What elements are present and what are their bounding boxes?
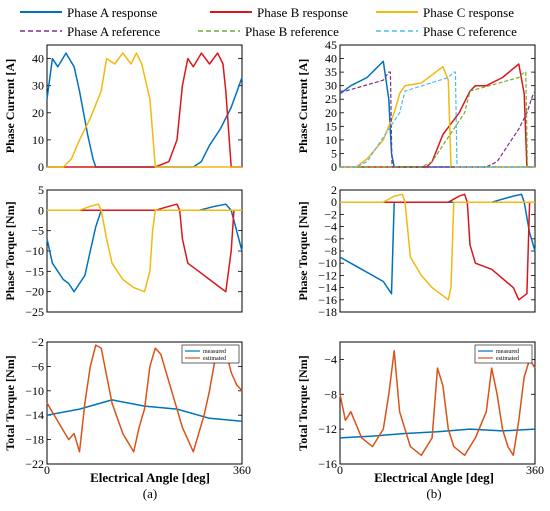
y-tick-label: 30 (32, 79, 44, 93)
y-tick-label: −20 (25, 285, 44, 299)
y-axis-label: Total Torque [Nm] (3, 355, 17, 450)
x-tick-label-b-start: 0 (337, 463, 343, 477)
y-tick-label: −16 (318, 457, 337, 471)
legend-label: Phase A reference (67, 24, 160, 39)
series-line-phase-b-reference (340, 71, 535, 168)
legend-entry-c-reference: Phase C reference (376, 24, 517, 39)
legend-entry-b-reference: Phase B reference (198, 24, 339, 39)
y-tick-label: 15 (325, 119, 337, 133)
plot-frame (46, 189, 243, 313)
subfigure-label-b: (b) (426, 486, 441, 501)
y-tick-label: 0 (38, 160, 44, 174)
y-tick-label: −6 (324, 232, 337, 246)
y-axis-label: Total Torque [Nm] (296, 355, 310, 450)
x-tick-label-b-end: 360 (526, 463, 544, 477)
x-tick-label-a-start: 0 (44, 463, 50, 477)
legend-label: Phase C reference (423, 24, 517, 39)
y-tick-label: 25 (325, 92, 337, 106)
series-line-phase-c-response (47, 52, 242, 168)
y-tick-label: 0 (38, 203, 44, 217)
y-tick-label: −8 (324, 387, 337, 401)
mini-legend-label: estimated (203, 356, 226, 362)
legend-entry-b-response: Phase B response (210, 5, 348, 20)
y-axis-label: Phase Current [A] (296, 59, 310, 153)
series-line-phase-c-response (47, 203, 242, 293)
x-axis-label-b: Electrical Angle [deg] (374, 470, 494, 485)
y-tick-label: −10 (25, 244, 44, 258)
legend-entry-c-response: Phase C response (376, 5, 514, 20)
plot-b-total-torque: −16 −12 −8 −4 Total Torque [Nm] measuredestim… (296, 341, 536, 471)
y-tick-label: −10 (25, 384, 44, 398)
plot-a-phase-current: 0 10 20 30 40 Phase Current [A] (3, 44, 243, 174)
series-line-phase-a-response (46, 203, 243, 293)
legend-label: Phase C response (423, 5, 514, 20)
y-tick-label: 35 (325, 65, 337, 79)
y-tick-label: 0 (331, 195, 337, 209)
y-tick-label: 2 (331, 183, 337, 197)
series-line-phase-c-response (340, 193, 535, 301)
y-tick-label: 30 (325, 79, 337, 93)
series-line-phase-b-response (340, 193, 535, 301)
y-tick-label: −16 (318, 293, 337, 307)
legend: Phase A response Phase B response Phase … (20, 5, 517, 39)
series-line-phase-b-response (47, 52, 242, 168)
series-line-phase-c-reference (340, 71, 535, 168)
plot-b-phase-torque: −18−16−14−12−10−8−6−4−202 Phase Torque [N… (296, 183, 536, 319)
y-tick-label: −8 (324, 244, 337, 258)
legend-entry-a-reference: Phase A reference (20, 24, 160, 39)
y-tick-label: −12 (318, 268, 337, 282)
y-tick-label: −10 (318, 256, 337, 270)
series-line-estimated (339, 349, 536, 457)
mini-legend-label: measured (496, 349, 519, 355)
mini-legend-label: measured (203, 349, 226, 355)
y-tick-label: −2 (324, 207, 337, 221)
mini-legend-label: estimated (496, 356, 519, 362)
y-tick-label: −5 (31, 224, 44, 238)
series-line-phase-b-response (47, 203, 242, 293)
legend-entry-a-response: Phase A response (20, 5, 158, 20)
plot-a-total-torque: −22 −18 −14 −10 −6 −2 Total Torque [Nm] measure… (3, 335, 243, 471)
series-line-phase-a-reference (340, 71, 536, 168)
plot-a-phase-torque: −25 −20 −15 −10 −5 0 5 Phase Torque [Nm] (3, 183, 243, 319)
y-tick-label: −4 (324, 352, 337, 366)
y-tick-label: 10 (325, 133, 337, 147)
y-tick-label: −4 (324, 220, 337, 234)
y-tick-label: −18 (25, 433, 44, 447)
y-tick-label: 40 (32, 52, 44, 66)
legend-label: Phase B reference (245, 24, 339, 39)
y-tick-label: −2 (31, 335, 44, 349)
y-tick-label: 10 (32, 133, 44, 147)
y-tick-label: −14 (318, 281, 337, 295)
y-tick-label: 45 (325, 38, 337, 52)
y-tick-label: −6 (31, 359, 44, 373)
y-tick-label: −15 (25, 264, 44, 278)
x-axis-label-a: Electrical Angle [deg] (90, 470, 210, 485)
y-tick-label: −25 (25, 305, 44, 319)
series-line-phase-a-response (339, 60, 535, 168)
y-tick-label: −12 (318, 422, 337, 436)
y-axis-label: Phase Torque [Nm] (296, 201, 310, 300)
y-axis-label: Phase Torque [Nm] (3, 201, 17, 300)
y-tick-label: 0 (331, 160, 337, 174)
y-tick-label: −18 (318, 305, 337, 319)
y-tick-label: 20 (325, 106, 337, 120)
y-tick-label: −22 (25, 457, 44, 471)
y-tick-label: −14 (25, 408, 44, 422)
subfigure-label-a: (a) (143, 486, 157, 501)
y-tick-label: 5 (38, 183, 44, 197)
series-line-phase-a-response (46, 52, 243, 168)
legend-label: Phase B response (257, 5, 348, 20)
y-axis-label: Phase Current [A] (3, 59, 17, 153)
legend-label: Phase A response (67, 5, 158, 20)
y-tick-label: 40 (325, 52, 337, 66)
y-tick-label: 20 (32, 106, 44, 120)
y-tick-label: 5 (331, 146, 337, 160)
x-tick-label-a-end: 360 (233, 463, 251, 477)
plot-frame (339, 189, 536, 313)
